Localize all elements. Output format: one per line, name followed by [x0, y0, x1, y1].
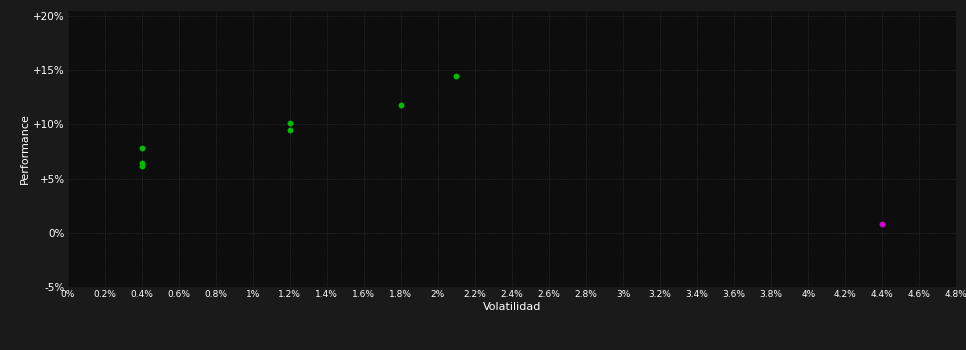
Point — [134, 163, 150, 168]
Point — [282, 120, 298, 126]
Y-axis label: Performance: Performance — [20, 113, 30, 184]
Point — [874, 221, 890, 227]
Point — [393, 102, 409, 108]
Point — [448, 73, 465, 78]
Point — [134, 145, 150, 151]
Point — [134, 161, 150, 166]
X-axis label: Volatilidad: Volatilidad — [483, 302, 541, 312]
Point — [282, 127, 298, 133]
